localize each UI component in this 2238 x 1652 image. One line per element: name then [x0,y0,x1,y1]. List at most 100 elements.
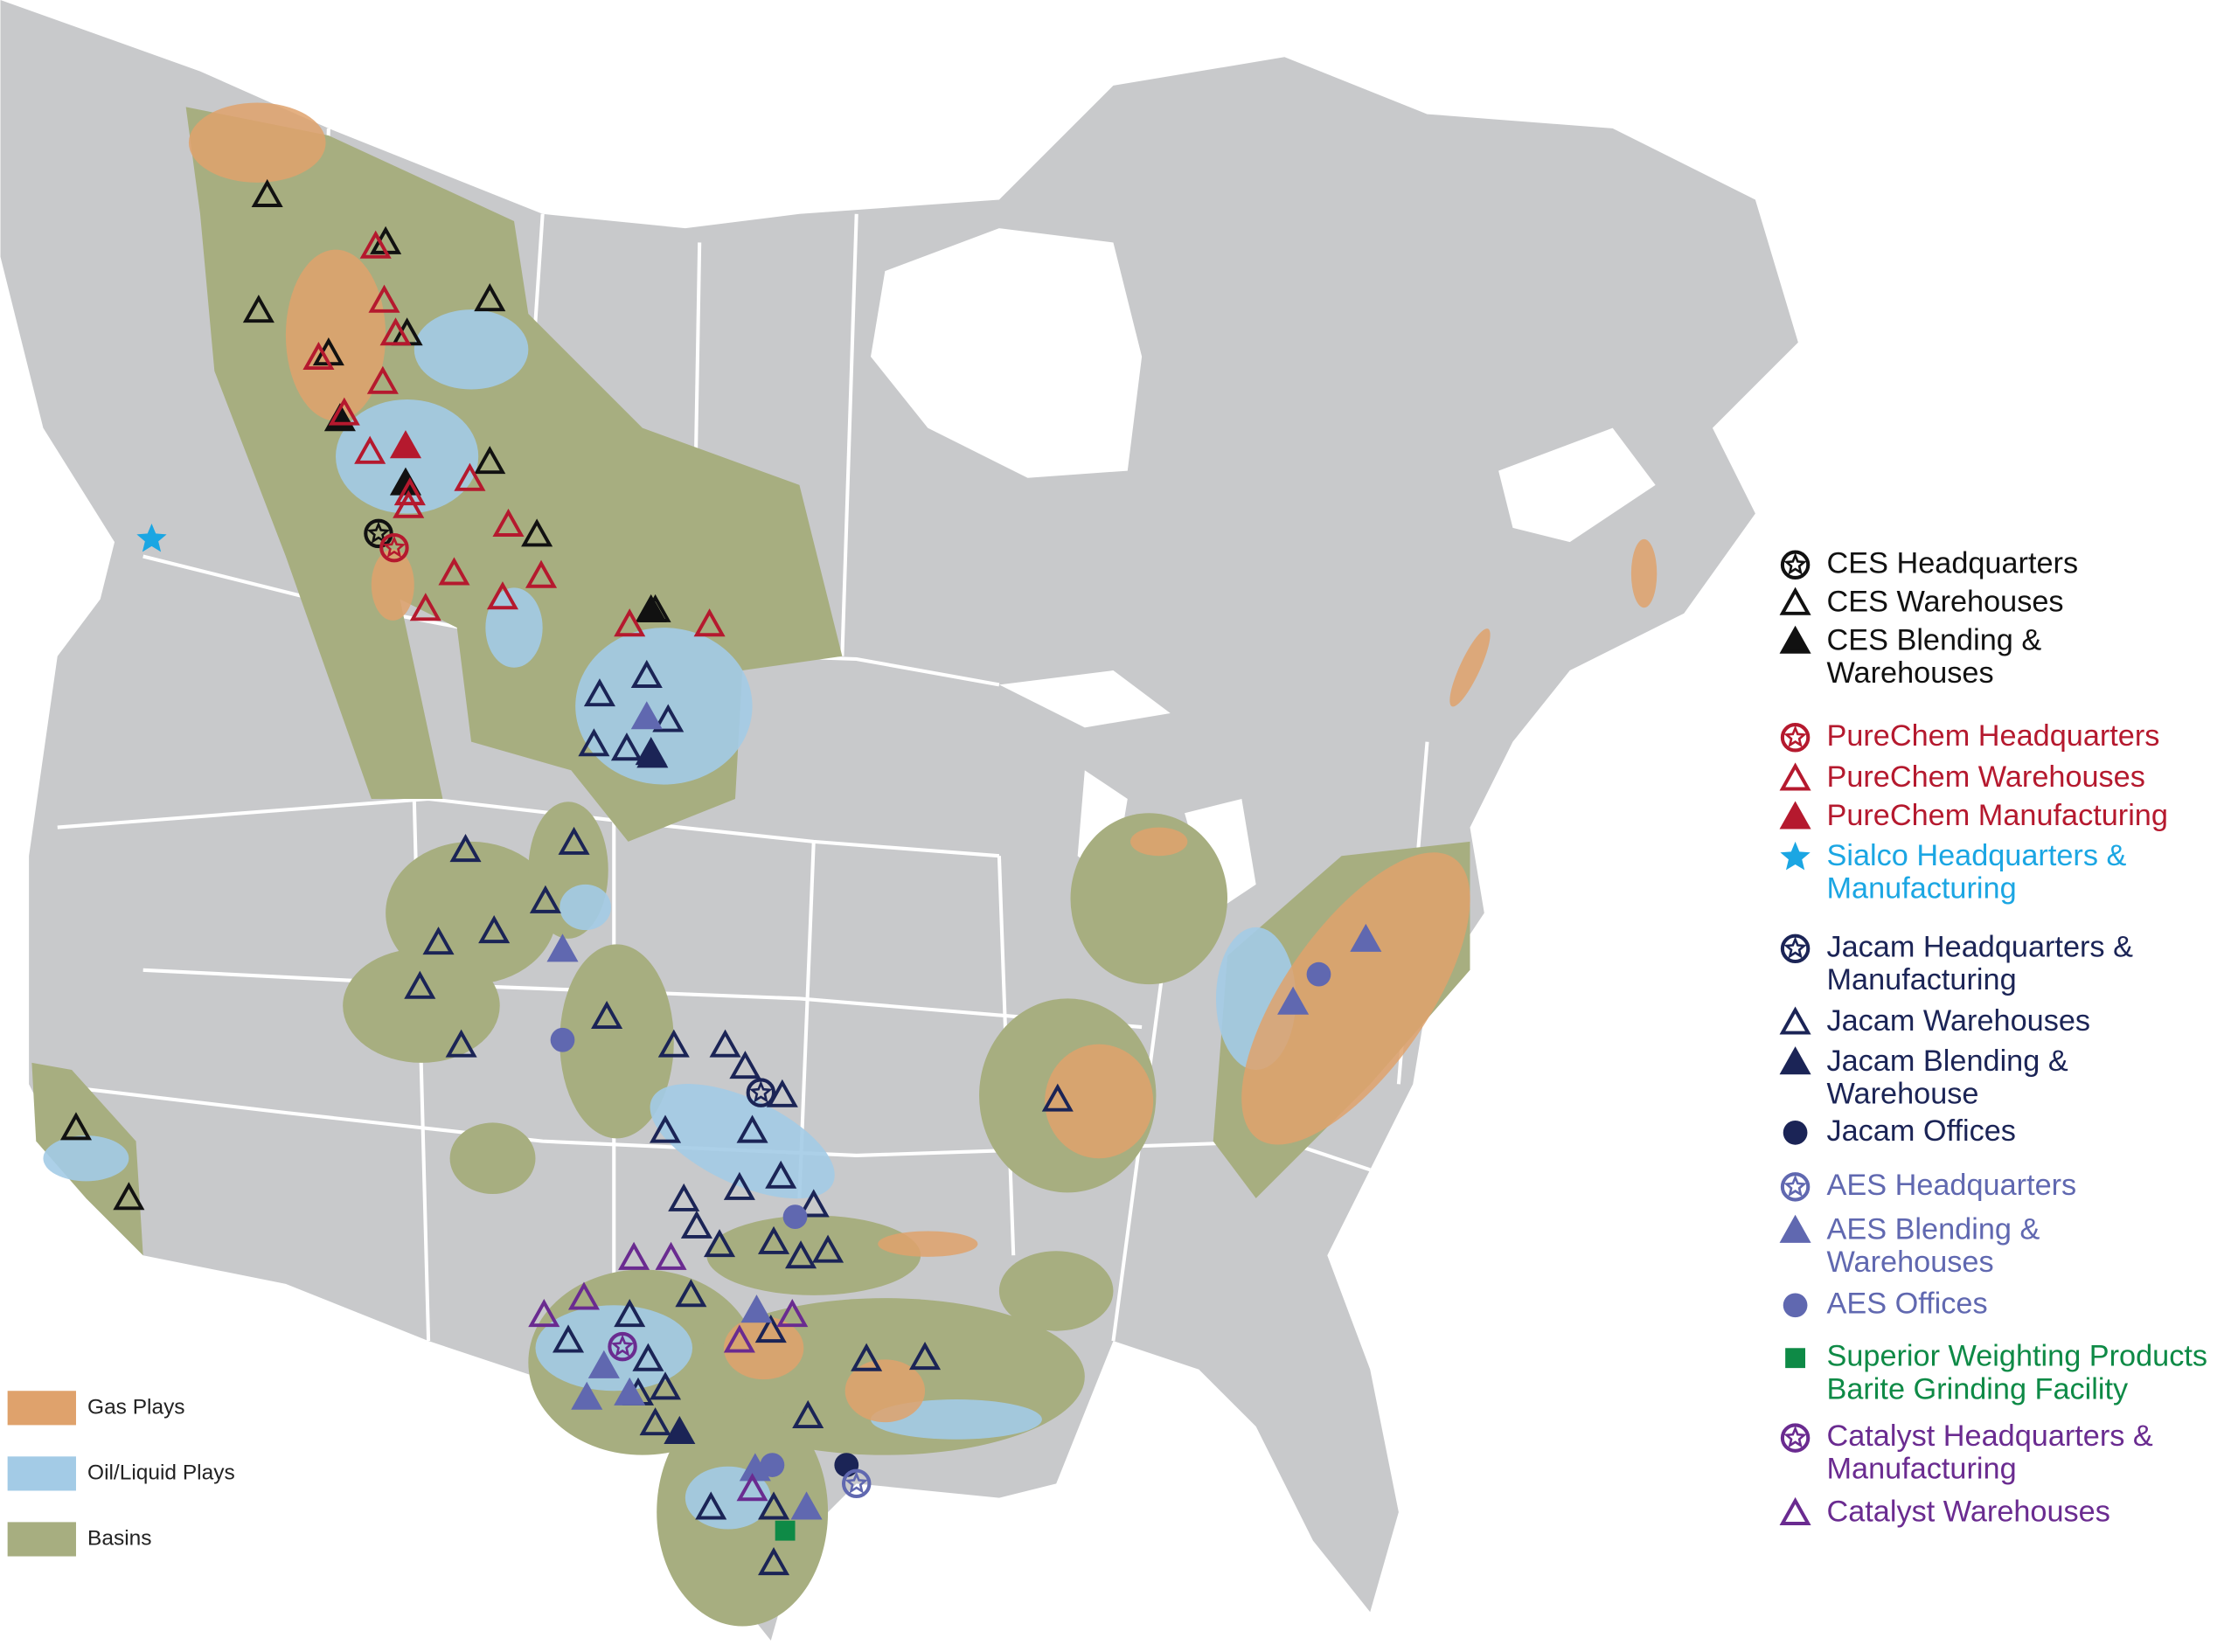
legend-label: PureChem Manufacturing [1826,799,2167,832]
ring [379,532,409,563]
location-marker [328,397,360,426]
location-marker [693,608,726,637]
legend-label: Barite Grinding Facility [1826,1372,2129,1406]
gas-play [285,249,386,421]
location-marker [723,1324,755,1353]
legend-label: AES Headquarters [1826,1169,2076,1202]
location-marker [675,1279,707,1308]
location-marker [583,678,615,707]
location-marker [636,739,669,768]
location-marker [438,557,470,586]
legend-label: Superior Weighting Products [1826,1340,2207,1373]
location-marker [797,1189,830,1218]
location-marker [571,1381,603,1410]
location-marker [546,934,579,962]
location-marker [302,341,335,371]
star [366,521,391,544]
legend-icon [1779,801,1811,829]
location-marker [736,1114,768,1143]
location-marker [758,1225,790,1254]
location-marker [760,1453,785,1477]
location-marker [703,1229,736,1258]
atlantic-cut [1498,427,1656,543]
legend-label: Manufacturing [1826,1453,2016,1486]
legend-label: Jacam Headquarters & [1826,930,2133,963]
legend-label: Basins [87,1526,151,1550]
legend-swatch [7,1522,76,1557]
oil-play [414,309,529,390]
location-marker [754,1315,787,1343]
location-marker [630,701,663,730]
basin [706,1215,921,1295]
location-marker [393,489,425,518]
location-marker [366,365,399,394]
location-marker [649,1114,682,1143]
oil-play [560,884,611,931]
ring [608,1331,637,1362]
gas-play [1630,538,1658,608]
legend-label: Oil/Liquid Plays [87,1461,235,1484]
location-marker [758,1547,790,1576]
legend-icon [1780,723,1811,753]
location-marker [528,1299,560,1328]
legend-label: Catalyst Warehouses [1826,1496,2109,1529]
location-marker [736,1473,768,1502]
location-marker [812,1234,844,1263]
basin [998,1251,1114,1331]
legend-icon [1783,1293,1808,1318]
location-marker [723,1171,755,1200]
legend-label: Manufacturing [1826,963,2016,996]
basin [449,1122,536,1195]
star [844,1471,869,1494]
location-marker [709,1029,741,1058]
legend-icon [1780,1423,1811,1453]
location-marker [379,532,409,563]
location-marker [785,1240,817,1269]
gas-play [844,1359,926,1423]
oil-play [43,1135,129,1182]
legend-icon [1779,625,1811,654]
location-marker [790,1491,823,1520]
location-marker [746,1078,776,1107]
location-marker [782,1204,808,1229]
ring [1780,1172,1811,1202]
location-marker [649,1371,682,1400]
location-marker [550,1027,575,1052]
location-marker [657,1029,690,1058]
location-marker [1350,923,1382,952]
location-marker [368,284,400,313]
location-marker [354,435,386,464]
location-marker [758,1491,790,1520]
location-marker [608,1331,637,1362]
legend-icon [1783,1120,1808,1145]
location-marker [632,1343,664,1371]
legend-label: CES Warehouses [1826,585,2063,618]
gas-play [1241,852,1470,1145]
location-marker [591,1000,623,1030]
location-marker [393,477,426,506]
legend-icon [1785,1348,1806,1369]
location-marker [792,1399,824,1428]
location-marker [445,1029,477,1058]
ring [746,1078,776,1107]
location-marker [587,1350,620,1378]
legend-label: Warehouses [1826,1246,1993,1279]
location-marker [610,732,643,761]
legend-icon [1779,762,1811,791]
legend-swatch [7,1456,76,1491]
location-marker [639,1407,671,1436]
legend-label: Gas Plays [87,1395,185,1419]
gas-play [188,102,326,183]
hudson-bay [871,228,1143,478]
location-marker [680,1210,712,1239]
gas-play [878,1231,978,1257]
basin [560,944,674,1139]
location-marker [765,1160,797,1189]
location-marker [242,295,275,323]
location-marker [59,1112,93,1141]
location-marker [729,1051,761,1079]
location-marker [630,659,663,688]
star [1783,552,1807,575]
